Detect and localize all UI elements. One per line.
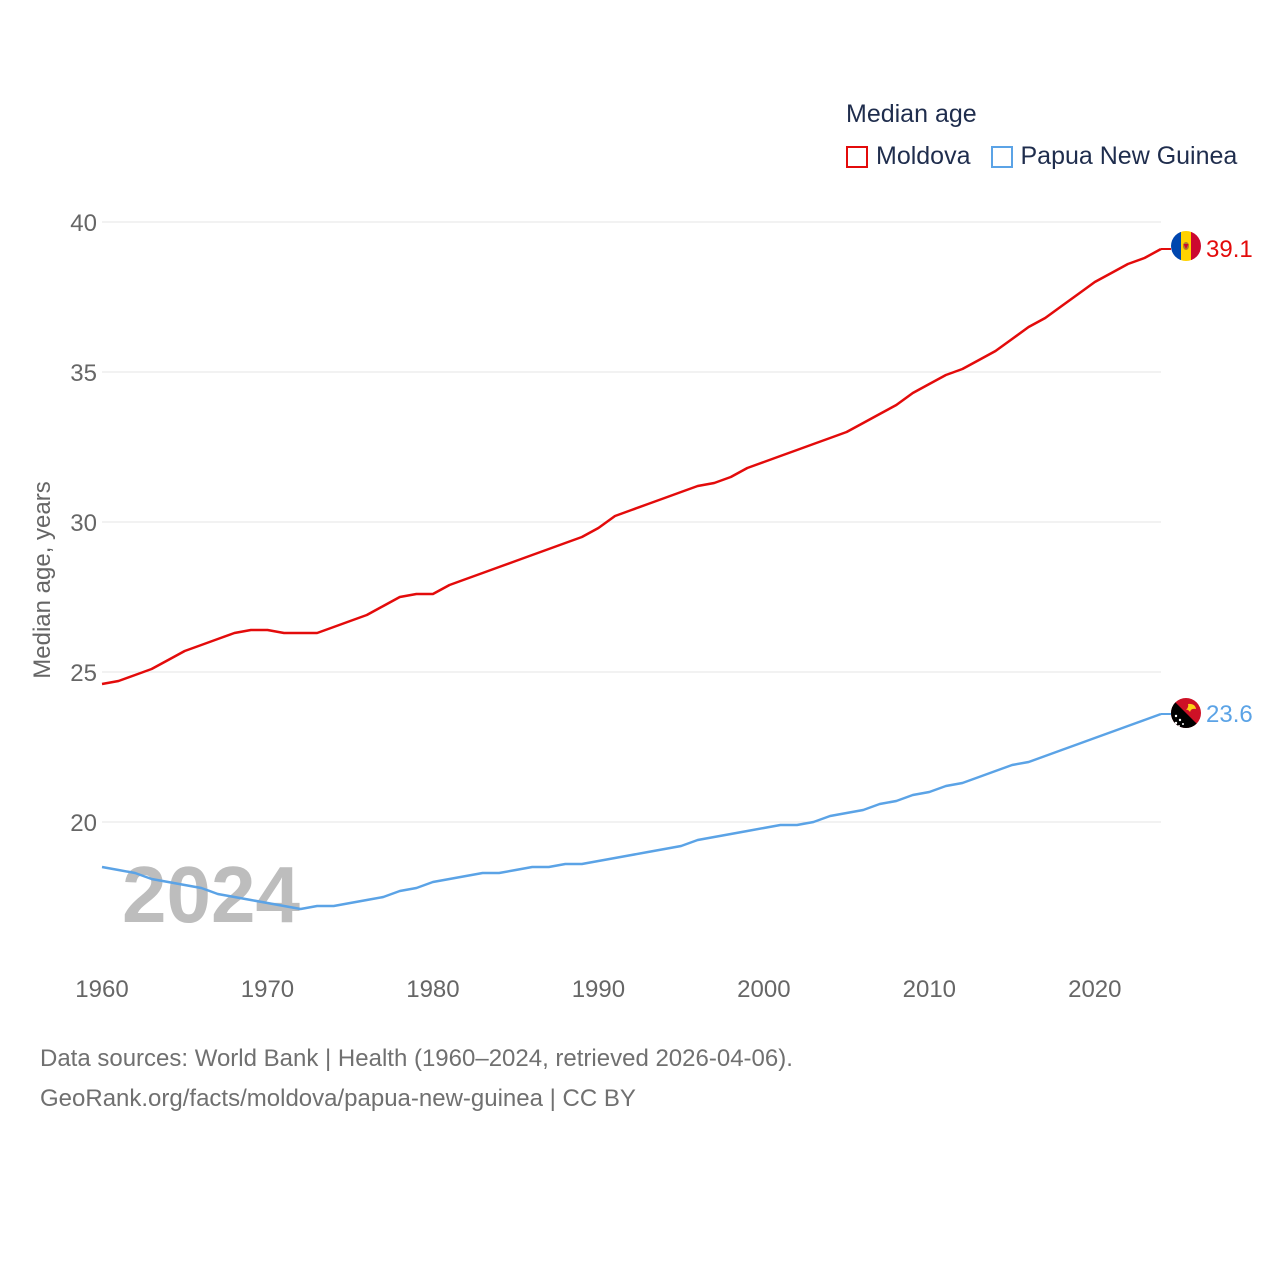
- y-tick-label-20: 20: [70, 810, 97, 837]
- y-tick-label-30: 30: [70, 510, 97, 537]
- legend-label-papua-new-guinea: Papua New Guinea: [1020, 142, 1238, 170]
- watermark-year: 2024: [122, 850, 300, 939]
- x-tick-label-1970: 1970: [241, 976, 294, 1003]
- series-layer: 39.1 23.6: [101, 236, 1253, 911]
- x-tick-label-1980: 1980: [406, 976, 459, 1003]
- legend-swatch-moldova: [846, 145, 868, 168]
- legend: Moldova Papua New Guinea: [846, 142, 1257, 171]
- end-value-label-papua-new-guinea: 23.6: [1206, 701, 1253, 728]
- y-tick-label-35: 35: [70, 360, 97, 387]
- legend-label-moldova: Moldova: [876, 142, 971, 170]
- legend-title: Median age: [846, 100, 977, 128]
- series-line-moldova: [101, 247, 1162, 686]
- y-axis-ticks: 20 25 30 35 40: [70, 210, 97, 837]
- legend-item-moldova[interactable]: Moldova: [846, 142, 971, 171]
- y-tick-label-40: 40: [70, 210, 97, 237]
- source-url[interactable]: GeoRank.org/facts/moldova/papua-new-guin…: [40, 1085, 636, 1112]
- x-axis-ticks: 1960 1970 1980 1990 2000 2010 2020: [75, 976, 1121, 1003]
- x-tick-label-2020: 2020: [1068, 976, 1121, 1003]
- gridlines: [102, 221, 1161, 823]
- papua-new-guinea-flag: [1171, 698, 1201, 728]
- x-tick-label-1960: 1960: [75, 976, 128, 1003]
- moldova-flag: [1171, 231, 1201, 261]
- end-value-label-moldova: 39.1: [1206, 236, 1253, 263]
- series-line-papua-new-guinea: [101, 712, 1162, 911]
- x-tick-label-1990: 1990: [572, 976, 625, 1003]
- legend-item-papua-new-guinea[interactable]: Papua New Guinea: [990, 142, 1238, 171]
- legend-swatch-papua-new-guinea: [990, 145, 1013, 168]
- source-note: Data sources: World Bank | Health (1960–…: [40, 1045, 793, 1072]
- y-axis-label: Median age, years: [29, 481, 56, 678]
- y-tick-label-25: 25: [70, 660, 97, 687]
- x-tick-label-2010: 2010: [903, 976, 956, 1003]
- x-tick-label-2000: 2000: [737, 976, 790, 1003]
